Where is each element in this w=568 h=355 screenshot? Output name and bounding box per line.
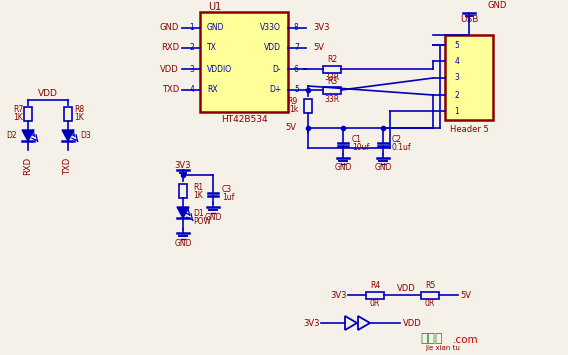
Text: C3: C3 [222, 185, 232, 193]
Text: 3V3: 3V3 [175, 160, 191, 169]
Text: USB: USB [460, 16, 478, 24]
Text: D-: D- [273, 65, 281, 73]
Bar [445, 35, 493, 120]
Text: 1k: 1k [289, 105, 298, 115]
Text: GND: GND [374, 164, 392, 173]
Bar [323, 87, 341, 93]
Text: 3V3: 3V3 [303, 318, 320, 328]
Text: R8: R8 [74, 105, 84, 115]
Text: 1: 1 [189, 23, 194, 33]
Text: 0R: 0R [425, 300, 435, 308]
Text: 5V: 5V [285, 124, 296, 132]
Bar [200, 12, 288, 112]
Text: GND: GND [174, 240, 192, 248]
Text: 7: 7 [294, 44, 299, 53]
Text: .com: .com [453, 335, 479, 345]
Text: 接线图: 接线图 [421, 332, 443, 344]
Text: 4: 4 [189, 86, 194, 94]
Text: D1: D1 [193, 209, 203, 218]
Bar [323, 66, 341, 72]
Text: VDDIO: VDDIO [207, 65, 232, 73]
Text: POW: POW [193, 217, 211, 225]
Text: HT42B534: HT42B534 [221, 115, 268, 124]
Bar [304, 99, 312, 113]
Text: 3V3: 3V3 [313, 23, 329, 33]
Text: C1: C1 [352, 136, 362, 144]
Text: R1: R1 [193, 182, 203, 191]
Polygon shape [62, 130, 74, 141]
Text: GND: GND [160, 23, 179, 33]
Text: 2: 2 [189, 44, 194, 53]
Text: GND: GND [204, 213, 222, 223]
Text: V33O: V33O [260, 23, 281, 33]
Bar [421, 291, 439, 299]
Text: R2: R2 [327, 55, 337, 65]
Text: 5V: 5V [313, 44, 324, 53]
Text: 1K: 1K [13, 114, 23, 122]
Text: 2: 2 [454, 91, 460, 99]
Text: 3: 3 [189, 65, 194, 73]
Polygon shape [22, 130, 34, 141]
Bar [366, 291, 384, 299]
Text: RXD: RXD [23, 157, 32, 175]
Text: jie xian tu: jie xian tu [425, 345, 461, 351]
Text: 4: 4 [454, 56, 460, 66]
Text: D2: D2 [6, 131, 17, 140]
Bar [64, 107, 72, 121]
Text: 0R: 0R [370, 300, 380, 308]
Text: D+: D+ [269, 86, 281, 94]
Text: Header 5: Header 5 [450, 125, 488, 133]
Text: 3V3: 3V3 [331, 290, 347, 300]
Text: 6: 6 [294, 65, 299, 73]
Text: 1K: 1K [74, 114, 84, 122]
Text: VDD: VDD [403, 318, 422, 328]
Bar [24, 107, 32, 121]
Text: TX: TX [207, 44, 217, 53]
Text: R9: R9 [288, 98, 298, 106]
Text: TXD: TXD [162, 86, 179, 94]
Text: 1: 1 [454, 106, 460, 115]
Text: 33R: 33R [324, 94, 340, 104]
Text: 8: 8 [294, 23, 299, 33]
Text: 5: 5 [294, 86, 299, 94]
Text: GND: GND [334, 164, 352, 173]
Text: 1uf: 1uf [222, 192, 235, 202]
Text: VDD: VDD [38, 88, 58, 98]
Text: R7: R7 [13, 105, 23, 115]
Bar [179, 184, 187, 198]
Text: VDD: VDD [264, 44, 281, 53]
Text: C2: C2 [392, 136, 402, 144]
Text: VDD: VDD [160, 65, 179, 73]
Text: RX: RX [207, 86, 218, 94]
Text: R4: R4 [370, 282, 380, 290]
Text: GND: GND [207, 23, 224, 33]
Text: R5: R5 [425, 282, 435, 290]
Text: 0.1uf: 0.1uf [392, 143, 412, 153]
Text: 10uf: 10uf [352, 143, 369, 153]
Text: GND: GND [487, 1, 507, 11]
Text: D3: D3 [80, 131, 91, 140]
Text: U1: U1 [208, 2, 222, 12]
Text: 33R: 33R [324, 73, 340, 82]
Text: 1K: 1K [193, 191, 203, 200]
Text: TXD: TXD [64, 157, 73, 175]
Text: VDD: VDD [397, 284, 416, 293]
Text: 5: 5 [454, 40, 460, 49]
Text: 5V: 5V [460, 290, 471, 300]
Text: R3: R3 [327, 76, 337, 86]
Polygon shape [177, 207, 189, 218]
Text: 3: 3 [454, 73, 460, 82]
Text: RXD: RXD [161, 44, 179, 53]
